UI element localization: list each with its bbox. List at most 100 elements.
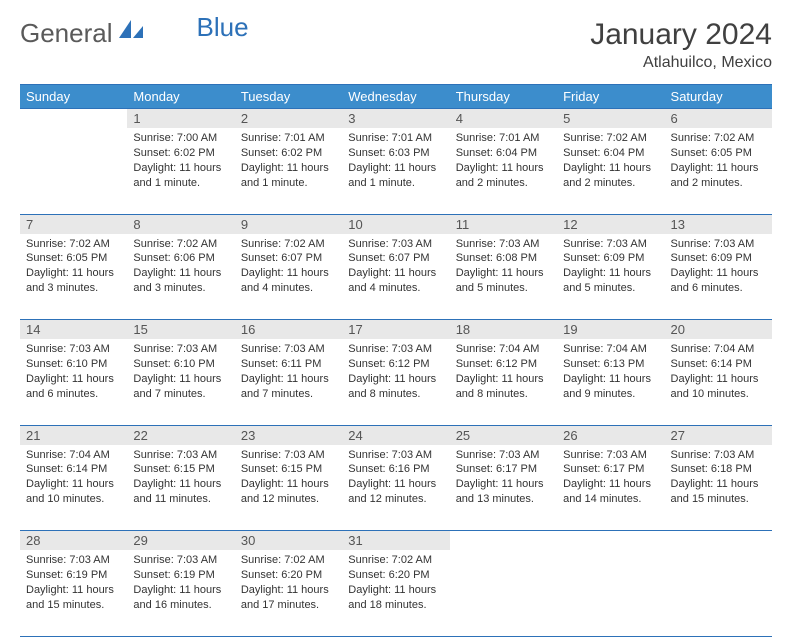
day-number-cell: 6 [665,109,772,129]
sunrise-text: Sunrise: 7:02 AM [563,131,658,146]
sunrise-text: Sunrise: 7:03 AM [241,448,336,463]
weekday-header: Thursday [450,85,557,109]
sunset-text: Sunset: 6:04 PM [563,146,658,161]
logo-sail-icon [117,18,145,49]
day-number-cell [557,531,664,551]
day-number-cell: 4 [450,109,557,129]
sunrise-text: Sunrise: 7:03 AM [241,342,336,357]
page-title: January 2024 [590,18,772,52]
day-info-cell: Sunrise: 7:02 AMSunset: 6:05 PMDaylight:… [20,234,127,320]
daylight-text: Daylight: 11 hours and 5 minutes. [456,266,551,296]
day-info-cell: Sunrise: 7:00 AMSunset: 6:02 PMDaylight:… [127,128,234,214]
daylight-text: Daylight: 11 hours and 6 minutes. [671,266,766,296]
day-number-cell: 20 [665,320,772,340]
daylight-text: Daylight: 11 hours and 14 minutes. [563,477,658,507]
sunset-text: Sunset: 6:07 PM [241,251,336,266]
location-label: Atlahuilco, Mexico [590,54,772,72]
day-info-cell: Sunrise: 7:03 AMSunset: 6:10 PMDaylight:… [127,339,234,425]
info-row: Sunrise: 7:02 AMSunset: 6:05 PMDaylight:… [20,234,772,320]
day-number-cell [450,531,557,551]
daylight-text: Daylight: 11 hours and 2 minutes. [563,161,658,191]
day-number-cell: 1 [127,109,234,129]
daylight-text: Daylight: 11 hours and 12 minutes. [241,477,336,507]
day-number-cell: 30 [235,531,342,551]
day-info-cell: Sunrise: 7:04 AMSunset: 6:13 PMDaylight:… [557,339,664,425]
day-number-cell: 8 [127,214,234,234]
day-number-cell: 7 [20,214,127,234]
sunset-text: Sunset: 6:12 PM [348,357,443,372]
daynum-row: 123456 [20,109,772,129]
day-info-cell: Sunrise: 7:04 AMSunset: 6:14 PMDaylight:… [20,445,127,531]
sunrise-text: Sunrise: 7:03 AM [456,448,551,463]
sunset-text: Sunset: 6:08 PM [456,251,551,266]
sunset-text: Sunset: 6:17 PM [456,462,551,477]
day-number-cell [20,109,127,129]
sunrise-text: Sunrise: 7:02 AM [348,553,443,568]
daylight-text: Daylight: 11 hours and 6 minutes. [26,372,121,402]
day-number-cell: 13 [665,214,772,234]
daylight-text: Daylight: 11 hours and 10 minutes. [671,372,766,402]
sunrise-text: Sunrise: 7:04 AM [671,342,766,357]
day-number-cell: 24 [342,425,449,445]
info-row: Sunrise: 7:03 AMSunset: 6:19 PMDaylight:… [20,550,772,636]
daynum-row: 21222324252627 [20,425,772,445]
day-info-cell [557,550,664,636]
weekday-header: Saturday [665,85,772,109]
daylight-text: Daylight: 11 hours and 10 minutes. [26,477,121,507]
sunrise-text: Sunrise: 7:03 AM [348,342,443,357]
logo-text-blue: Blue [197,12,249,43]
day-info-cell: Sunrise: 7:03 AMSunset: 6:17 PMDaylight:… [557,445,664,531]
sunrise-text: Sunrise: 7:03 AM [563,448,658,463]
sunrise-text: Sunrise: 7:03 AM [563,237,658,252]
sunset-text: Sunset: 6:10 PM [26,357,121,372]
sunset-text: Sunset: 6:17 PM [563,462,658,477]
daylight-text: Daylight: 11 hours and 15 minutes. [26,583,121,613]
sunrise-text: Sunrise: 7:03 AM [671,237,766,252]
sunset-text: Sunset: 6:15 PM [133,462,228,477]
sunset-text: Sunset: 6:14 PM [671,357,766,372]
sunset-text: Sunset: 6:20 PM [241,568,336,583]
day-info-cell: Sunrise: 7:03 AMSunset: 6:07 PMDaylight:… [342,234,449,320]
day-number-cell: 31 [342,531,449,551]
sunset-text: Sunset: 6:13 PM [563,357,658,372]
daylight-text: Daylight: 11 hours and 3 minutes. [133,266,228,296]
day-number-cell: 15 [127,320,234,340]
day-number-cell: 14 [20,320,127,340]
daylight-text: Daylight: 11 hours and 8 minutes. [348,372,443,402]
sunrise-text: Sunrise: 7:01 AM [456,131,551,146]
info-row: Sunrise: 7:04 AMSunset: 6:14 PMDaylight:… [20,445,772,531]
sunrise-text: Sunrise: 7:00 AM [133,131,228,146]
day-info-cell: Sunrise: 7:01 AMSunset: 6:04 PMDaylight:… [450,128,557,214]
logo: General Blue [20,18,249,49]
day-info-cell: Sunrise: 7:04 AMSunset: 6:14 PMDaylight:… [665,339,772,425]
day-info-cell: Sunrise: 7:02 AMSunset: 6:06 PMDaylight:… [127,234,234,320]
daynum-row: 28293031 [20,531,772,551]
day-number-cell: 26 [557,425,664,445]
title-block: January 2024 Atlahuilco, Mexico [590,18,772,72]
sunrise-text: Sunrise: 7:01 AM [348,131,443,146]
sunset-text: Sunset: 6:15 PM [241,462,336,477]
daylight-text: Daylight: 11 hours and 1 minute. [348,161,443,191]
daylight-text: Daylight: 11 hours and 3 minutes. [26,266,121,296]
daylight-text: Daylight: 11 hours and 12 minutes. [348,477,443,507]
day-number-cell: 27 [665,425,772,445]
daylight-text: Daylight: 11 hours and 8 minutes. [456,372,551,402]
sunset-text: Sunset: 6:12 PM [456,357,551,372]
weekday-header: Tuesday [235,85,342,109]
daylight-text: Daylight: 11 hours and 1 minute. [241,161,336,191]
daylight-text: Daylight: 11 hours and 4 minutes. [348,266,443,296]
daylight-text: Daylight: 11 hours and 13 minutes. [456,477,551,507]
daylight-text: Daylight: 11 hours and 9 minutes. [563,372,658,402]
day-info-cell: Sunrise: 7:02 AMSunset: 6:20 PMDaylight:… [235,550,342,636]
sunrise-text: Sunrise: 7:04 AM [563,342,658,357]
daylight-text: Daylight: 11 hours and 2 minutes. [671,161,766,191]
day-number-cell: 16 [235,320,342,340]
sunrise-text: Sunrise: 7:03 AM [133,342,228,357]
calendar-body: 123456Sunrise: 7:00 AMSunset: 6:02 PMDay… [20,109,772,637]
sunset-text: Sunset: 6:04 PM [456,146,551,161]
daylight-text: Daylight: 11 hours and 16 minutes. [133,583,228,613]
sunrise-text: Sunrise: 7:03 AM [133,553,228,568]
day-info-cell: Sunrise: 7:04 AMSunset: 6:12 PMDaylight:… [450,339,557,425]
sunrise-text: Sunrise: 7:04 AM [456,342,551,357]
header: General Blue January 2024 Atlahuilco, Me… [20,18,772,72]
